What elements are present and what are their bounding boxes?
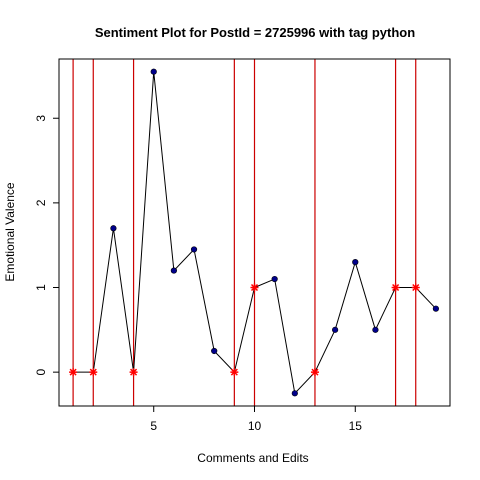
data-point-5 xyxy=(170,267,177,274)
x-axis: 5 10 15 xyxy=(150,406,362,433)
data-point-7 xyxy=(211,347,218,355)
data-point-11 xyxy=(291,390,298,397)
data-point-6 xyxy=(190,246,198,253)
y-tick-label-1: 1 xyxy=(34,284,48,291)
y-tick-label-3: 3 xyxy=(34,115,48,122)
data-point-marked-8 xyxy=(230,368,239,377)
data-point-marked-1 xyxy=(89,368,98,377)
x-tick-label-0: 5 xyxy=(150,419,157,433)
data-point-marked-9 xyxy=(250,283,259,292)
data-point-18 xyxy=(432,305,439,312)
x-axis-label: Comments and Edits xyxy=(197,451,308,465)
data-point-14 xyxy=(352,259,359,266)
data-point-marked-0 xyxy=(69,368,78,377)
vertical-lines xyxy=(72,59,417,406)
y-axis-label: Emotional Valence xyxy=(3,182,17,281)
data-point-marked-17 xyxy=(411,283,420,292)
data-point-marked-12 xyxy=(310,368,319,377)
y-tick-label-2: 2 xyxy=(34,199,48,206)
data-point-13 xyxy=(332,326,339,333)
x-tick-label-1: 10 xyxy=(248,419,262,433)
data-point-10 xyxy=(271,275,278,283)
data-point-4 xyxy=(150,68,157,75)
data-point-marked-3 xyxy=(129,368,138,377)
y-tick-label-0: 0 xyxy=(34,368,48,375)
y-axis: 0 1 2 3 xyxy=(34,115,59,375)
data-point-2 xyxy=(110,225,117,232)
chart-title: Sentiment Plot for PostId = 2725996 with… xyxy=(95,25,415,40)
data-point-15 xyxy=(372,326,379,333)
x-tick-label-2: 15 xyxy=(349,419,363,433)
data-points xyxy=(69,68,439,397)
data-point-marked-16 xyxy=(391,283,400,292)
